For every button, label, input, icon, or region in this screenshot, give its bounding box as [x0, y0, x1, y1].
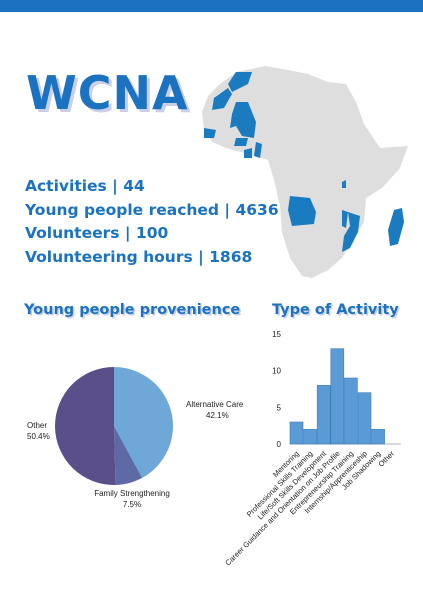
africa-map [202, 66, 408, 278]
provenience-title: Young people provenience [24, 302, 241, 318]
stats-block: Activities | 44 Young people reached | 4… [25, 175, 279, 269]
pie-slice-label: Family Strengthening [94, 489, 170, 498]
pie-slice [114, 367, 173, 478]
pie-slice-value: 7.5% [123, 500, 141, 509]
stat-young-people-reached: Young people reached | 4636 [25, 200, 279, 219]
bar-y-tick-label: 10 [272, 367, 281, 376]
pie-slice-value: 42.1% [206, 411, 229, 420]
bar [344, 377, 358, 445]
bar-y-tick-label: 5 [277, 403, 282, 412]
pie-slice-value: 50.4% [27, 432, 50, 441]
bar-category-label: Other [376, 449, 396, 469]
ghana-shape [244, 148, 252, 158]
page-title: WCNA [26, 66, 189, 120]
stat-activities: Activities | 44 [25, 177, 145, 195]
bar-y-tick-label: 15 [272, 330, 281, 339]
mozambique-shape [342, 212, 360, 252]
mali-shape [230, 102, 256, 138]
bar-y-tick-label: 0 [277, 440, 282, 449]
pie-slice [114, 426, 143, 485]
bar [289, 421, 304, 445]
west-sahara-shape [212, 88, 232, 110]
pie-slice-label: Alternative Care [186, 400, 244, 409]
stat-volunteering-hours: Volunteering hours | 1868 [25, 247, 253, 266]
madagascar-land [388, 208, 404, 246]
bar [316, 385, 331, 445]
senegal-shape [204, 128, 216, 138]
kenya-shape [342, 180, 346, 188]
bar [357, 392, 372, 445]
malawi-shape [342, 210, 348, 228]
activity-title: Type of Activity [272, 302, 399, 318]
bar [371, 429, 385, 445]
burkina-shape [234, 138, 248, 146]
bar [330, 348, 345, 445]
stat-volunteers: Volunteers | 100 [25, 224, 169, 242]
morocco-shape [228, 72, 252, 92]
bar [303, 429, 317, 445]
benin-shape [254, 142, 262, 158]
angola-shape [288, 196, 316, 226]
top-accent-bar [0, 0, 423, 12]
pie-slice-label: Other [27, 421, 47, 430]
pie-slice [54, 367, 116, 485]
provenience-pie-chart: Alternative Care 42.1% Family Strengthenin… [27, 367, 244, 509]
